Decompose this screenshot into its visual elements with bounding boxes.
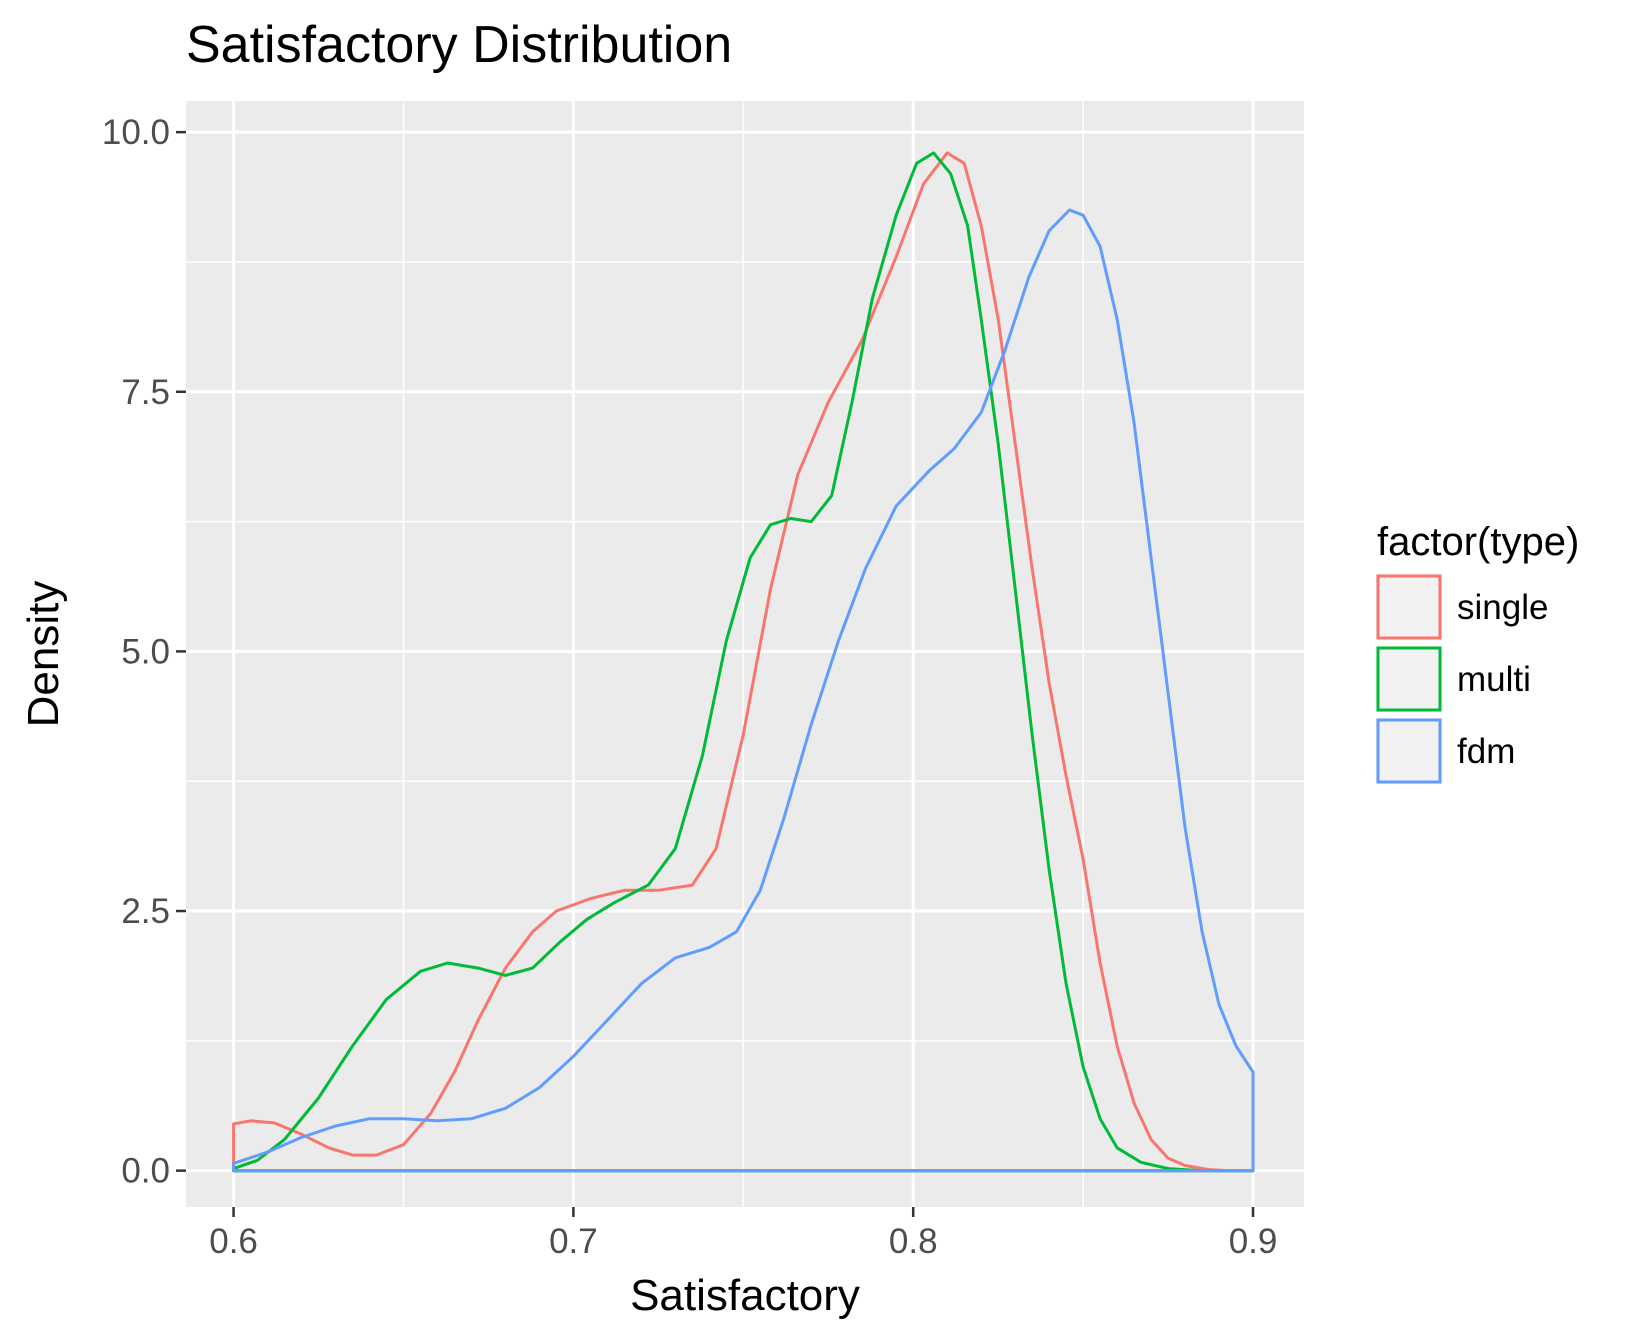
y-tick-label: 2.5 xyxy=(121,892,170,931)
series-line-fdm xyxy=(232,208,1255,1173)
legend-label: fdm xyxy=(1457,732,1515,771)
x-tick-label: 0.6 xyxy=(209,1222,258,1261)
legend-item-multi: multi xyxy=(1376,646,1531,712)
legend-items: single multi fdm xyxy=(1376,574,1548,784)
series-line-multi xyxy=(232,151,1255,1173)
legend-key-background xyxy=(1376,646,1442,712)
y-axis-title: Density xyxy=(19,581,68,728)
y-axis: 0.0 2.5 5.0 7.5 10.0 xyxy=(102,113,186,1191)
x-tick-label: 0.9 xyxy=(1229,1222,1278,1261)
x-tick-label: 0.8 xyxy=(889,1222,938,1261)
x-tick-label: 0.7 xyxy=(549,1222,598,1261)
major-gridlines xyxy=(186,101,1304,1207)
legend-title: factor(type) xyxy=(1377,520,1579,564)
legend-item-fdm: fdm xyxy=(1376,718,1515,784)
legend-label: multi xyxy=(1457,660,1531,699)
minor-gridlines xyxy=(186,101,1304,1207)
y-tick-label: 0.0 xyxy=(121,1152,170,1191)
legend-key-swatch xyxy=(1376,718,1442,784)
legend-key-background xyxy=(1376,574,1442,640)
chart-title: Satisfactory Distribution xyxy=(186,16,732,74)
y-tick-label: 7.5 xyxy=(121,373,170,412)
legend-item-single: single xyxy=(1376,574,1548,640)
legend: factor(type) single multi fdm xyxy=(1376,520,1579,784)
x-axis-title: Satisfactory xyxy=(630,1271,860,1320)
series-line-single xyxy=(232,151,1255,1173)
legend-key-background xyxy=(1376,718,1442,784)
y-tick-label: 10.0 xyxy=(102,113,170,152)
y-tick-label: 5.0 xyxy=(121,632,170,671)
x-axis: 0.6 0.7 0.8 0.9 xyxy=(209,1207,1277,1261)
legend-key-swatch xyxy=(1376,646,1442,712)
plot-panel xyxy=(186,101,1304,1207)
legend-label: single xyxy=(1457,588,1548,627)
series-layer xyxy=(232,151,1255,1173)
legend-key-swatch xyxy=(1376,574,1442,640)
